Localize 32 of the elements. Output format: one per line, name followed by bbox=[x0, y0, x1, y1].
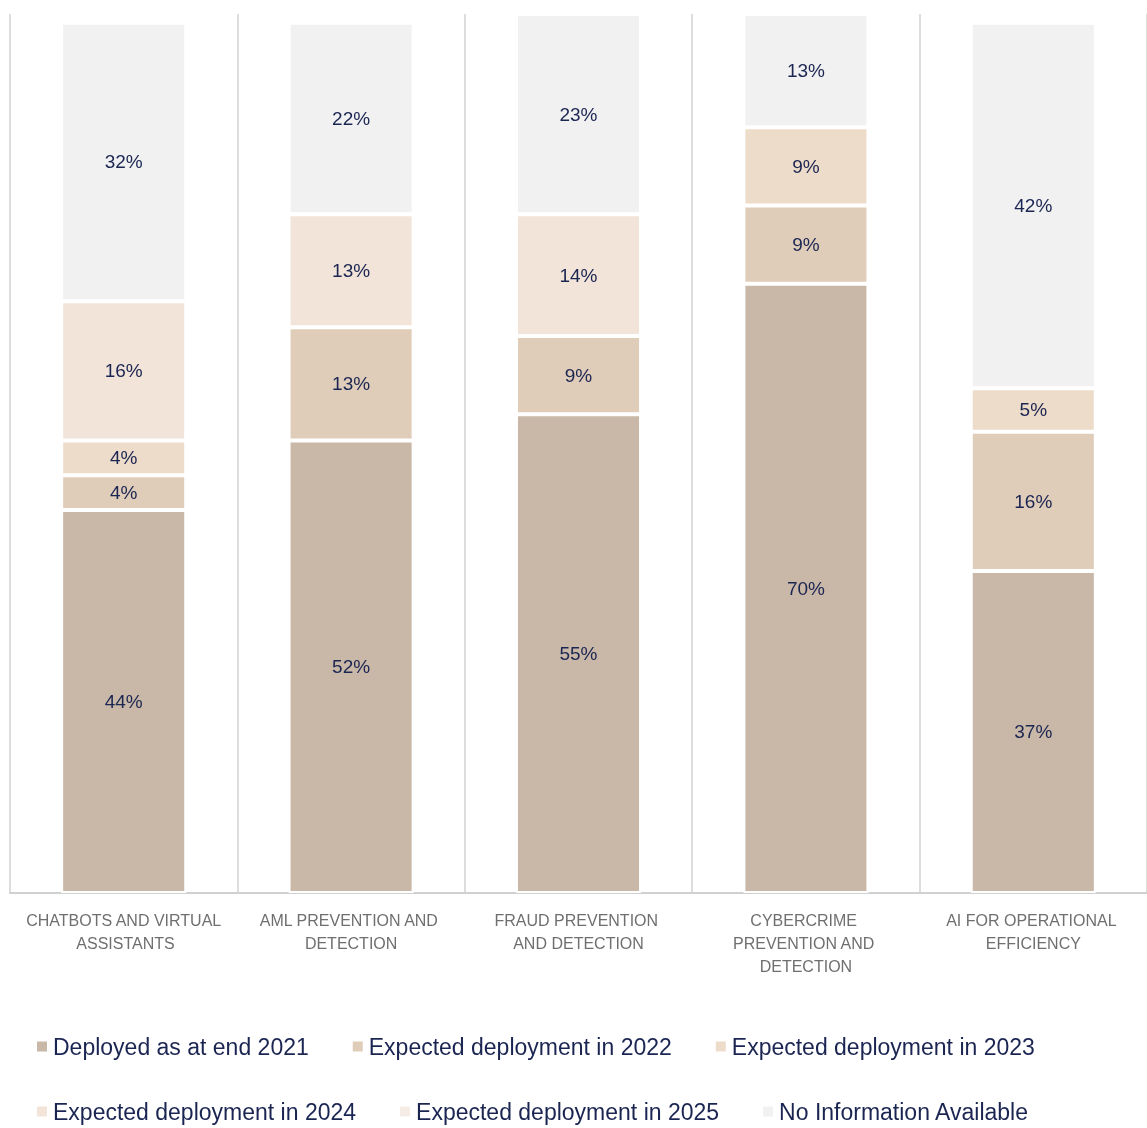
legend-label: Expected deployment in 2024 bbox=[53, 1098, 357, 1125]
data-label: 23% bbox=[559, 103, 598, 125]
data-label: 13% bbox=[332, 260, 371, 282]
data-label: 55% bbox=[559, 643, 598, 665]
data-label: 42% bbox=[1014, 194, 1053, 216]
data-label: 16% bbox=[104, 360, 143, 382]
data-label: 13% bbox=[332, 373, 371, 395]
legend-label: Deployed as at end 2021 bbox=[53, 1033, 309, 1060]
x-tick-label: CHATBOTS AND VIRTUAL ASSISTANTS bbox=[26, 912, 222, 952]
data-label: 4% bbox=[109, 447, 138, 469]
legend-label: No Information Available bbox=[779, 1098, 1028, 1125]
data-label: 9% bbox=[792, 234, 820, 256]
x-tick-label: AML PREVENTION AND DETECTION bbox=[259, 912, 443, 952]
x-tick-label: CYBERCRIME PREVENTION AND DETECTION bbox=[732, 912, 879, 975]
data-label: 32% bbox=[104, 151, 143, 173]
data-label: 70% bbox=[786, 577, 826, 599]
legend-label: Expected deployment in 2025 bbox=[416, 1098, 720, 1125]
data-label: 5% bbox=[1019, 399, 1048, 421]
data-label: 44% bbox=[104, 691, 143, 713]
data-label: 9% bbox=[564, 364, 593, 386]
data-label: 16% bbox=[1014, 490, 1053, 512]
legend-label: Expected deployment in 2023 bbox=[731, 1033, 1035, 1060]
x-tick-label: FRAUD PREVENTION AND DETECTION bbox=[494, 912, 663, 952]
data-label: 9% bbox=[792, 155, 820, 177]
data-label: 4% bbox=[109, 482, 138, 504]
data-label: 13% bbox=[786, 60, 826, 82]
data-label: 14% bbox=[559, 264, 598, 286]
legend-label: Expected deployment in 2022 bbox=[368, 1033, 672, 1060]
data-label: 52% bbox=[332, 656, 371, 678]
x-tick-label: AI FOR OPERATIONAL EFFICIENCY bbox=[946, 912, 1121, 952]
data-label: 37% bbox=[1014, 721, 1053, 743]
data-label: 22% bbox=[332, 107, 371, 129]
